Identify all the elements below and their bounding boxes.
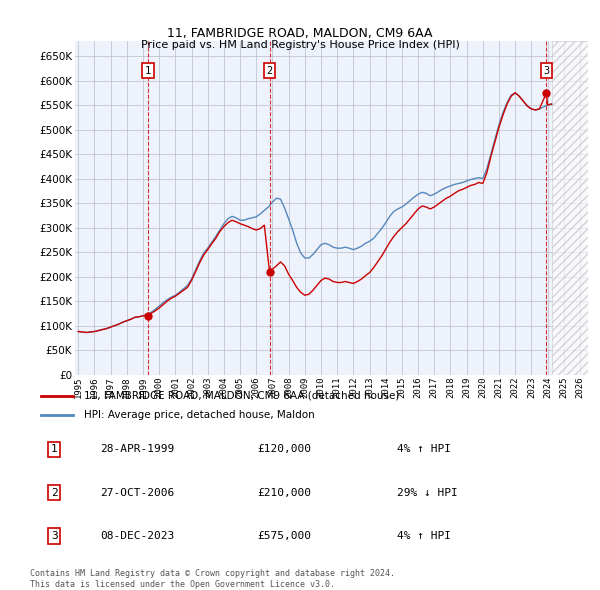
Text: Contains HM Land Registry data © Crown copyright and database right 2024.
This d: Contains HM Land Registry data © Crown c… <box>30 569 395 589</box>
Text: £575,000: £575,000 <box>257 531 311 541</box>
Text: 08-DEC-2023: 08-DEC-2023 <box>100 531 175 541</box>
Text: 3: 3 <box>543 65 550 76</box>
Text: 3: 3 <box>51 531 58 541</box>
Text: 11, FAMBRIDGE ROAD, MALDON, CM9 6AA: 11, FAMBRIDGE ROAD, MALDON, CM9 6AA <box>167 27 433 40</box>
Text: HPI: Average price, detached house, Maldon: HPI: Average price, detached house, Mald… <box>84 411 315 420</box>
Text: Price paid vs. HM Land Registry's House Price Index (HPI): Price paid vs. HM Land Registry's House … <box>140 40 460 50</box>
Text: 11, FAMBRIDGE ROAD, MALDON, CM9 6AA (detached house): 11, FAMBRIDGE ROAD, MALDON, CM9 6AA (det… <box>84 391 400 401</box>
Text: £210,000: £210,000 <box>257 488 311 497</box>
Text: 1: 1 <box>51 444 58 454</box>
Bar <box>553 41 588 375</box>
Text: 28-APR-1999: 28-APR-1999 <box>100 444 175 454</box>
Text: 2: 2 <box>51 488 58 497</box>
Text: 2: 2 <box>266 65 272 76</box>
Text: 4% ↑ HPI: 4% ↑ HPI <box>397 444 451 454</box>
Text: £120,000: £120,000 <box>257 444 311 454</box>
Text: 29% ↓ HPI: 29% ↓ HPI <box>397 488 458 497</box>
Text: 1: 1 <box>145 65 151 76</box>
Text: 4% ↑ HPI: 4% ↑ HPI <box>397 531 451 541</box>
Text: 27-OCT-2006: 27-OCT-2006 <box>100 488 175 497</box>
